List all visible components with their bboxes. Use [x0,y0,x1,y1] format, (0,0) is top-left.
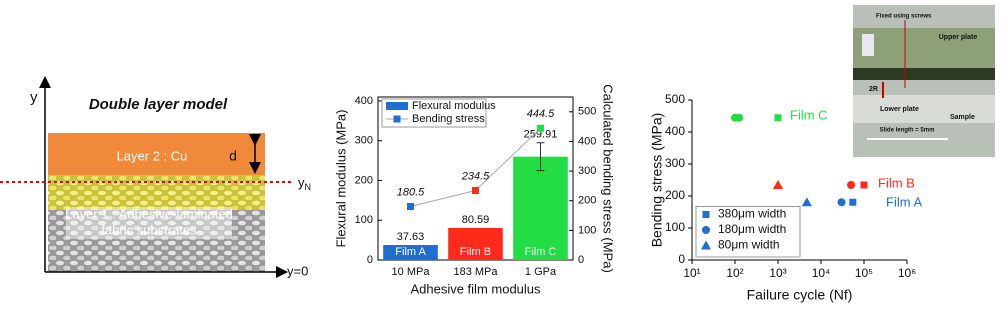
marker [537,124,544,132]
x-tick-label: 10⁴ [812,266,831,280]
y-tick-label: 500 [665,92,685,106]
bar-label: Film B [460,246,491,258]
x-tick-label: 10¹ [683,266,700,280]
point-label: 444.5 [527,108,555,120]
bar-value-label: 80.59 [462,214,490,226]
marker [837,198,846,207]
legend-label: Flexural modulus [412,100,496,112]
y-tick-label: 300 [355,135,373,147]
marker [407,203,414,211]
y2-tick-label: 100 [578,224,596,236]
bar [448,227,503,260]
photo-label: Sample [950,114,975,121]
y2-tick-label: 200 [578,195,596,207]
marker [701,240,711,250]
axis-y-label: y [30,89,38,106]
marker [393,115,401,123]
photo-label: 2R [869,86,878,93]
bar-value-label: 37.63 [397,231,425,243]
y2-tick-label: 0 [578,254,584,266]
y-tick-label: 100 [665,220,685,234]
marker [849,198,857,206]
x-tick-label: 10⁶ [898,266,916,280]
bar [383,245,438,260]
legend-swatch [386,102,408,110]
marker [735,113,744,122]
marker [847,180,856,189]
x-axis-label: Adhesive film modulus [410,281,541,296]
label-backdrop [66,207,232,239]
neutral-axis-sub: N [305,182,312,192]
photo-label: Upper plate [939,34,978,41]
legend-label: Bending stress [412,113,485,125]
layer1-label: Layer 1 : Adhesive-laminated [65,206,233,221]
y-tick-label: 400 [665,124,685,138]
y-tick-label: 0 [367,254,373,266]
x-tick-label: 183 MPa [453,266,498,278]
x-tick-label: 10³ [769,266,786,280]
marker [702,211,710,218]
y-tick-label: 300 [665,156,685,170]
copper-layer [48,133,265,175]
fabric-layer [48,210,265,272]
x-tick-label: 10² [726,266,743,280]
marker [774,114,782,122]
neutral-axis-base: y [298,175,305,190]
y2-tick-label: 300 [578,165,596,177]
photo-label: Lower plate [880,106,919,113]
marker [472,187,479,195]
origin-label: y=0 [287,263,308,278]
error-bar [536,142,545,172]
photo-label: Slide length = 5mm [880,128,935,134]
legend-label: 180μm width [718,222,786,236]
y-tick-label: 400 [355,95,373,107]
photo-bg [853,5,995,157]
y2-tick-label: 500 [578,106,596,118]
legend-label: 380μm width [718,207,786,221]
marker [773,179,783,189]
bar-value-label: 259.91 [524,129,558,141]
y2-tick-label: 400 [578,135,596,147]
upper-plate [853,28,995,68]
annotation: Film B [878,175,915,190]
d-label: d [229,148,237,164]
diagram: y Double layer model Layer 2 : Cu d yN L… [0,76,311,278]
marker [702,226,710,234]
y2-axis-label: Calculated bending stress (MPa) [601,84,616,273]
lower-plate [853,95,995,123]
sample [853,68,995,80]
legend-box [695,206,801,258]
annotation: Film A [886,194,922,209]
adhesive-layer [48,175,265,210]
x-tick-label: 10 MPa [392,266,431,278]
x-axis-label: Failure cycle (Nf) [747,287,853,303]
diagram-title: Double layer model [89,96,228,113]
layer1-label: fabric substrates [101,222,197,237]
point-label: 234.5 [461,170,490,182]
x-tick-label: 10⁵ [855,266,873,280]
photo-label: Fixed using screws [876,14,932,20]
annotation: Film C [790,107,828,122]
bar-label: Film C [525,246,557,258]
bar [513,156,568,260]
legend-label: 80μm width [718,238,780,252]
layer2-label: Layer 2 : Cu [117,148,188,163]
point-label: 180.5 [397,186,425,198]
y-tick-label: 0 [678,252,685,266]
y-axis-label: Flexural modulus (MPa) [333,110,348,248]
screw [862,34,874,56]
y-tick-label: 100 [355,214,373,226]
neutral-axis-label: yN [298,175,311,192]
y-axis-label: Bending stress (MPa) [649,113,665,248]
y-tick-label: 200 [665,188,685,202]
marker [860,181,868,189]
bar-label: Film A [395,246,426,258]
photo-inset: Fixed using screws Upper plate 2R Lower … [853,5,995,157]
x-tick-label: 1 GPa [525,266,557,278]
marker [801,197,812,207]
y-tick-label: 200 [355,174,373,186]
